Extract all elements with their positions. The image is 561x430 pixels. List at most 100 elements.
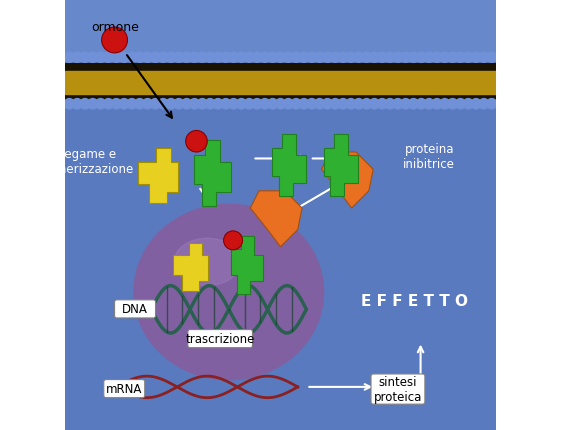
Circle shape — [213, 53, 223, 63]
Circle shape — [189, 99, 200, 110]
Circle shape — [220, 53, 231, 63]
Circle shape — [322, 99, 333, 110]
Circle shape — [432, 53, 442, 63]
Circle shape — [174, 53, 184, 63]
Circle shape — [88, 99, 98, 110]
FancyBboxPatch shape — [114, 300, 155, 318]
Circle shape — [291, 53, 301, 63]
Circle shape — [252, 99, 262, 110]
Circle shape — [119, 53, 129, 63]
Text: DNA: DNA — [122, 303, 148, 316]
Circle shape — [268, 99, 278, 110]
Circle shape — [361, 99, 372, 110]
Circle shape — [103, 53, 113, 63]
Circle shape — [166, 99, 176, 110]
Circle shape — [119, 99, 129, 110]
Circle shape — [142, 99, 153, 110]
Circle shape — [244, 99, 254, 110]
Circle shape — [416, 99, 426, 110]
Circle shape — [401, 99, 411, 110]
Circle shape — [314, 99, 325, 110]
Circle shape — [236, 53, 247, 63]
Circle shape — [338, 53, 348, 63]
Circle shape — [275, 53, 286, 63]
Circle shape — [440, 53, 450, 63]
Circle shape — [432, 99, 442, 110]
Circle shape — [205, 53, 215, 63]
Circle shape — [166, 53, 176, 63]
Circle shape — [189, 53, 200, 63]
Circle shape — [424, 99, 434, 110]
Circle shape — [455, 99, 466, 110]
Polygon shape — [324, 135, 358, 197]
Circle shape — [291, 99, 301, 110]
Circle shape — [142, 53, 153, 63]
Circle shape — [158, 99, 168, 110]
Circle shape — [111, 53, 121, 63]
Circle shape — [135, 53, 145, 63]
Circle shape — [64, 53, 75, 63]
Circle shape — [135, 99, 145, 110]
Circle shape — [260, 99, 270, 110]
Circle shape — [393, 53, 403, 63]
Circle shape — [236, 99, 247, 110]
Text: sintesi
proteica: sintesi proteica — [374, 375, 422, 403]
Circle shape — [471, 53, 481, 63]
Circle shape — [181, 53, 192, 63]
Circle shape — [369, 99, 380, 110]
Circle shape — [127, 53, 137, 63]
Circle shape — [448, 99, 458, 110]
Circle shape — [88, 53, 98, 63]
Ellipse shape — [134, 205, 324, 380]
Polygon shape — [173, 243, 208, 292]
Circle shape — [369, 53, 380, 63]
Circle shape — [205, 99, 215, 110]
Circle shape — [385, 99, 395, 110]
Text: mRNA: mRNA — [106, 382, 142, 395]
Circle shape — [95, 99, 106, 110]
Polygon shape — [272, 135, 306, 197]
Bar — [65, 64, 496, 73]
Circle shape — [80, 99, 90, 110]
Circle shape — [463, 53, 473, 63]
Circle shape — [174, 99, 184, 110]
Circle shape — [103, 99, 113, 110]
Circle shape — [80, 53, 90, 63]
Circle shape — [377, 99, 387, 110]
Circle shape — [181, 99, 192, 110]
Circle shape — [346, 53, 356, 63]
Bar — [65, 0, 496, 99]
Circle shape — [353, 53, 364, 63]
Circle shape — [486, 53, 497, 63]
Circle shape — [158, 53, 168, 63]
FancyBboxPatch shape — [188, 330, 252, 348]
Circle shape — [408, 99, 419, 110]
Polygon shape — [194, 141, 231, 207]
Circle shape — [440, 99, 450, 110]
Circle shape — [186, 131, 207, 153]
FancyBboxPatch shape — [371, 374, 425, 404]
Circle shape — [455, 53, 466, 63]
Text: legame e
dimerizzazione: legame e dimerizzazione — [44, 147, 134, 175]
Circle shape — [416, 53, 426, 63]
Circle shape — [322, 53, 333, 63]
Circle shape — [150, 99, 160, 110]
Circle shape — [401, 53, 411, 63]
Circle shape — [385, 53, 395, 63]
Circle shape — [213, 99, 223, 110]
Circle shape — [275, 99, 286, 110]
Circle shape — [486, 99, 497, 110]
Circle shape — [260, 53, 270, 63]
Circle shape — [314, 53, 325, 63]
Ellipse shape — [174, 239, 241, 286]
Circle shape — [64, 99, 75, 110]
Text: trascrizione: trascrizione — [186, 332, 255, 345]
Circle shape — [283, 99, 293, 110]
Text: E F F E T T O: E F F E T T O — [361, 294, 468, 308]
Circle shape — [197, 53, 208, 63]
Circle shape — [268, 53, 278, 63]
Circle shape — [479, 99, 489, 110]
Circle shape — [393, 99, 403, 110]
Circle shape — [448, 53, 458, 63]
Polygon shape — [138, 148, 178, 203]
